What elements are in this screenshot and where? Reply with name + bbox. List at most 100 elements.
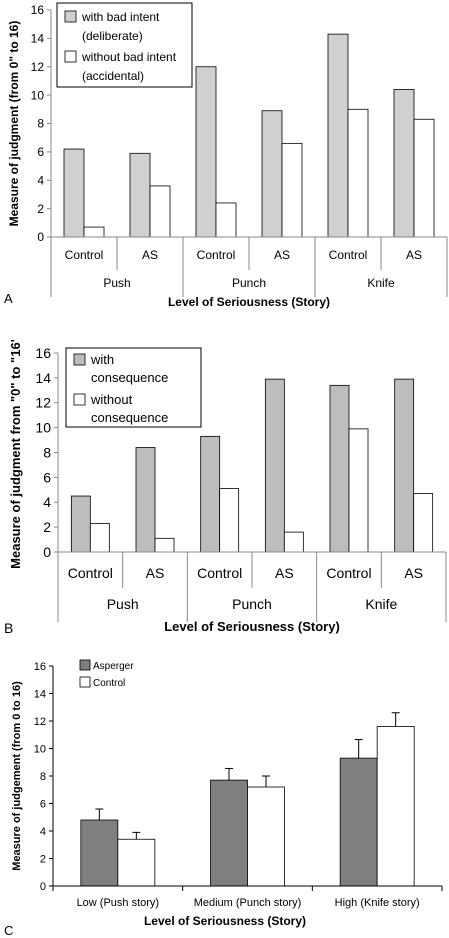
bar-series1-2 [200, 435, 221, 553]
y-tick-label: 14 [34, 689, 46, 701]
bar-asperger-2 [339, 757, 378, 887]
bar-series2-5 [413, 493, 434, 553]
bar-series1-3 [264, 378, 285, 553]
x-tick-label: AS [275, 565, 294, 581]
bar-series2-1 [154, 537, 175, 553]
panel-label: C [4, 923, 13, 938]
bar-series1-0 [63, 148, 85, 238]
chart-c: 0 2 4 6 8 10 12 14 16 Low (Push story) Medium (Pun… [4, 659, 443, 938]
y-tick-label: 6 [43, 469, 51, 485]
chart-b: 0 2 4 6 8 10 12 14 16 Control AS Control AS Control AS… [4, 340, 447, 636]
legend-label: (deliberate) [82, 29, 143, 43]
x-tick-label: Control [326, 565, 371, 581]
legend-label: Asperger [93, 661, 134, 672]
legend-swatch [64, 50, 77, 63]
x-axis-title: Level of Seriousness (Story) [168, 295, 330, 309]
y-tick-label: 10 [35, 420, 51, 436]
y-tick-label: 2 [37, 202, 44, 216]
x-group-label: Punch [232, 276, 266, 290]
x-tick-label: Control [197, 248, 236, 262]
x-tick-label: AS [406, 248, 422, 262]
bar-series1-4 [327, 33, 349, 238]
bar-series1-1 [135, 447, 156, 553]
y-tick-label: 16 [34, 661, 46, 673]
bar-series1-5 [393, 89, 415, 238]
legend-label: without [90, 392, 133, 407]
x-tick-label: Control [329, 248, 368, 262]
legend-label: consequence [91, 370, 168, 385]
y-tick-label: 6 [37, 145, 44, 159]
x-group-label: Push [107, 596, 139, 612]
bar-series1-3 [261, 110, 283, 238]
y-tick-label: 4 [37, 173, 44, 187]
y-tick-label: 10 [34, 744, 46, 756]
x-group-label: Knife [367, 276, 395, 290]
x-group-label: Push [103, 276, 130, 290]
bar-series2-0 [89, 522, 110, 553]
legend-label: without bad intent [81, 50, 177, 64]
legend-label: consequence [91, 410, 168, 425]
bar-series1-5 [394, 378, 415, 553]
legend-label: with bad intent [81, 10, 160, 24]
x-tick-label: Control [65, 248, 104, 262]
bar-series2-5 [413, 118, 435, 238]
y-tick-label: 0 [40, 881, 46, 893]
y-tick-label: 2 [40, 854, 46, 866]
legend-label: with [90, 352, 114, 367]
x-tick-label: Medium (Punch story) [194, 897, 302, 909]
y-axis-title: Measure of judgment from "0" to "16" [8, 340, 23, 569]
panel-label: A [4, 291, 13, 306]
x-group-label: Punch [232, 596, 272, 612]
legend-box [56, 2, 193, 88]
x-tick-label: Control [68, 565, 113, 581]
bar-series1-1 [129, 152, 151, 238]
bar-series2-1 [149, 185, 171, 238]
bar-series2-4 [347, 108, 369, 238]
legend-swatch [64, 10, 77, 23]
x-axis-title: Level of Seriousness (Story) [144, 914, 306, 928]
x-tick-label: Control [197, 565, 242, 581]
y-tick-label: 16 [35, 345, 51, 361]
y-tick-label: 2 [43, 519, 51, 535]
x-tick-label: AS [142, 248, 158, 262]
y-tick-label: 0 [37, 230, 44, 244]
bar-series2-2 [215, 202, 237, 238]
x-tick-label: High (Knife story) [335, 897, 420, 909]
y-tick-label: 8 [37, 117, 44, 131]
legend-swatch [79, 659, 91, 671]
bar-asperger-0 [80, 819, 119, 887]
panel-label: B [4, 620, 13, 636]
y-tick-label: 6 [40, 799, 46, 811]
x-tick-label: AS [146, 565, 165, 581]
bar-series2-0 [83, 226, 105, 238]
y-tick-label: 8 [40, 771, 46, 783]
bar-control-1 [247, 786, 285, 887]
y-tick-label: 16 [31, 3, 45, 17]
y-axis-title: Measure of judgement (from 0 to 16) [11, 681, 23, 871]
bar-asperger-1 [210, 779, 248, 887]
legend-swatch [73, 393, 86, 406]
y-tick-label: 12 [35, 395, 51, 411]
y-tick-label: 12 [31, 60, 45, 74]
x-group-label: Knife [365, 596, 397, 612]
x-tick-label: AS [274, 248, 290, 262]
y-tick-label: 4 [40, 826, 46, 838]
bar-series2-3 [281, 142, 303, 238]
bar-series2-3 [283, 531, 304, 553]
y-tick-label: 10 [31, 88, 45, 102]
y-tick-label: 12 [34, 716, 46, 728]
bar-series1-0 [70, 495, 91, 553]
y-tick-label: 4 [43, 494, 51, 510]
y-tick-label: 0 [43, 544, 51, 560]
chart-a: 0 2 4 6 8 10 12 14 16 Control AS Control AS Control AS… [4, 2, 448, 309]
y-tick-label: 14 [35, 370, 51, 386]
x-tick-label: Low (Push story) [77, 897, 160, 909]
legend-box [65, 347, 202, 428]
x-tick-label: AS [404, 565, 423, 581]
y-tick-label: 14 [31, 32, 45, 46]
bar-series2-4 [348, 428, 369, 553]
bar-control-2 [376, 726, 415, 887]
x-axis-title: Level of Seriousness (Story) [164, 619, 340, 634]
legend-label: (accidental) [82, 69, 144, 83]
legend-label: Control [93, 678, 125, 689]
